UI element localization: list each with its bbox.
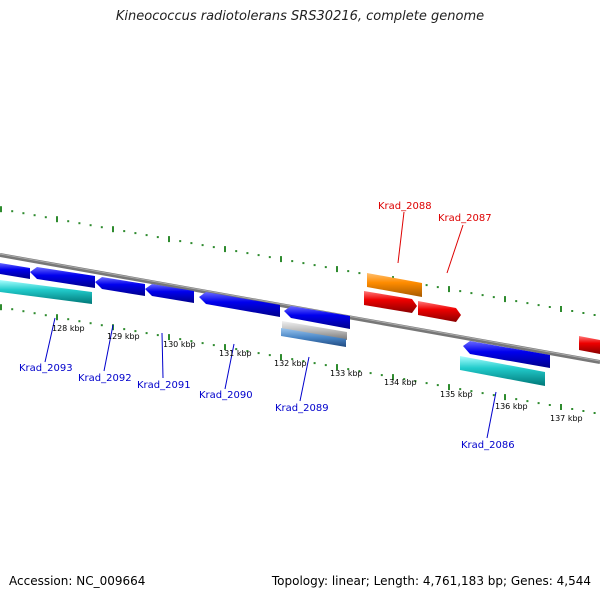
gray-feature-bar[interactable] xyxy=(282,321,347,340)
kbp-label-131: 131 kbp xyxy=(219,349,252,358)
cds-arrow-krad-2089[interactable] xyxy=(284,306,350,329)
backbone-highlight xyxy=(0,253,600,362)
cds-arrow-krad-2086[interactable] xyxy=(463,341,550,368)
cds-arrow-krad-2088[interactable] xyxy=(364,291,417,313)
rna-features xyxy=(0,280,545,386)
connector-krad-2090 xyxy=(224,343,235,390)
kbp-label-133: 133 kbp xyxy=(330,369,363,378)
kbp-label-130: 130 kbp xyxy=(163,340,196,349)
kbp-label-134: 134 kbp xyxy=(384,378,417,387)
gene-label-krad-2087[interactable]: Krad_2087 xyxy=(438,213,492,224)
gene-label-krad-2090[interactable]: Krad_2090 xyxy=(199,390,253,401)
genome-summary-text: Topology: linear; Length: 4,761,183 bp; … xyxy=(271,574,591,588)
forward-cds-features xyxy=(364,273,600,354)
connector-krad-2091 xyxy=(161,332,164,379)
gene-label-krad-2092[interactable]: Krad_2092 xyxy=(78,373,132,384)
cds-arrow-krad-2090[interactable] xyxy=(199,292,280,317)
kbp-label-135: 135 kbp xyxy=(440,390,473,399)
map-title: Kineococcus radiotolerans SRS30216, comp… xyxy=(115,9,485,24)
connector-krad-2087 xyxy=(446,224,464,274)
gene-label-krad-2086[interactable]: Krad_2086 xyxy=(461,440,515,451)
kbp-label-137: 137 kbp xyxy=(550,414,583,423)
cds-arrow-left-edge[interactable] xyxy=(0,263,30,279)
steel-feature-bar[interactable] xyxy=(281,328,346,347)
gene-label-krad-2093[interactable]: Krad_2093 xyxy=(19,363,73,374)
cds-arrow-krad-2087[interactable] xyxy=(418,301,461,322)
cds-arrow-krad-2092[interactable] xyxy=(95,277,145,296)
gene-label-krad-2088[interactable]: Krad_2088 xyxy=(378,201,432,212)
kbp-label-128: 128 kbp xyxy=(52,324,85,333)
orange-feature-krad-2088[interactable] xyxy=(367,273,422,297)
connector-krad-2086 xyxy=(486,391,497,439)
cds-arrow-right-edge[interactable] xyxy=(579,336,600,354)
gene-label-krad-2089[interactable]: Krad_2089 xyxy=(275,403,329,414)
rna-bar-krad-2093[interactable] xyxy=(0,280,92,304)
label-connectors xyxy=(44,211,497,439)
gene-labels: Krad_2093 Krad_2092 Krad_2091 Krad_2090 … xyxy=(19,201,515,451)
connector-krad-2092 xyxy=(103,324,114,372)
connector-krad-2089 xyxy=(299,356,310,402)
kbp-labels: 128 kbp 129 kbp 130 kbp 131 kbp 132 kbp … xyxy=(52,324,583,423)
kbp-label-129: 129 kbp xyxy=(107,332,140,341)
kbp-label-136: 136 kbp xyxy=(495,402,528,411)
gene-label-krad-2091[interactable]: Krad_2091 xyxy=(137,380,191,391)
rna-bar-krad-2086[interactable] xyxy=(460,356,545,386)
lower-tick-row xyxy=(0,304,596,414)
kbp-label-132: 132 kbp xyxy=(274,359,307,368)
cds-arrow-krad-2093[interactable] xyxy=(30,267,95,288)
cds-arrow-krad-2091[interactable] xyxy=(145,284,194,303)
connector-krad-2093 xyxy=(44,317,56,363)
connector-krad-2088 xyxy=(397,211,405,264)
accession-text: Accession: NC_009664 xyxy=(9,574,146,588)
reverse-cds-features xyxy=(0,263,550,368)
